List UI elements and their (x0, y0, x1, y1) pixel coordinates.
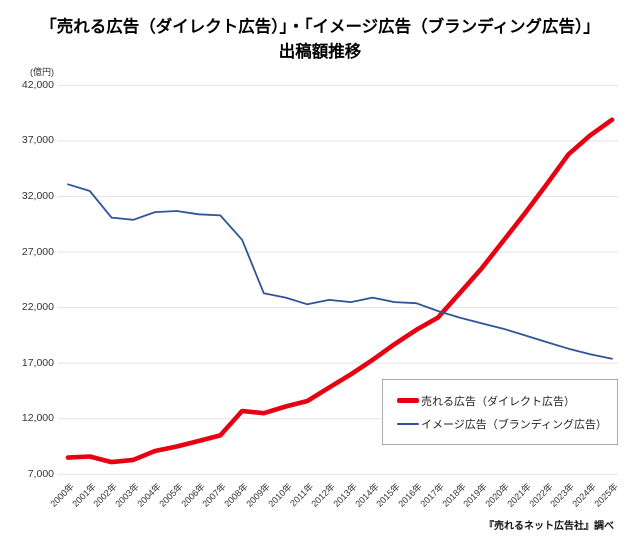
legend-label-direct-ads: 売れる広告（ダイレクト広告） (421, 395, 575, 408)
x-tick-label: 2025年 (592, 481, 620, 509)
source-note: 『売れるネット広告社』調べ (484, 521, 614, 532)
x-tick-label: 2024年 (570, 481, 599, 509)
y-tick-label: 17,000 (21, 356, 54, 369)
chart-title-line2: 出稿額推移 (278, 43, 362, 61)
legend-swatch-branding-ads (397, 422, 419, 425)
x-tick-label: 2009年 (244, 481, 272, 509)
legend-item-direct-ads: 売れる広告（ダイレクト広告） (397, 393, 617, 409)
series-line-1 (67, 183, 613, 360)
x-tick-label: 2003年 (113, 481, 142, 509)
x-tick-label: 2021年 (505, 481, 533, 509)
y-tick-label: 42,000 (21, 78, 54, 91)
x-tick-label: 2012年 (309, 481, 337, 509)
x-tick-label: 2017年 (418, 481, 446, 509)
legend-swatch-direct-ads (397, 398, 419, 403)
x-tick-label: 2010年 (265, 481, 294, 509)
legend-item-branding-ads: イメージ広告（ブランディング広告） (397, 416, 617, 432)
y-tick-label: 37,000 (21, 134, 54, 147)
x-tick-label: 2008年 (222, 481, 250, 509)
y-tick-label: 32,000 (21, 190, 54, 202)
y-tick-label: 12,000 (21, 412, 54, 425)
x-tick-label: 2005年 (157, 481, 185, 509)
x-tick-label: 2004年 (135, 481, 163, 509)
chart-title-line1: 「売れる広告（ダイレクト広告）」・「イメージ広告（ブランディング広告）」 (40, 18, 600, 36)
x-tick-label: 2013年 (331, 481, 359, 509)
y-tick-label: 7,000 (27, 467, 54, 480)
y-tick-label: 27,000 (21, 245, 54, 258)
y-tick-label: 22,000 (21, 301, 54, 314)
legend-label-branding-ads: イメージ広告（ブランディング広告） (421, 418, 608, 431)
legend: 売れる広告（ダイレクト広告） イメージ広告（ブランディング広告） (382, 379, 618, 445)
x-tick-label: 2000年 (48, 481, 76, 509)
chart-title: 「売れる広告（ダイレクト広告）」・「イメージ広告（ブランディング広告）」 出稿額… (0, 15, 640, 65)
y-axis-unit-label: (億円) (30, 67, 54, 77)
x-tick-label: 2016年 (396, 481, 425, 509)
x-tick-label: 2020年 (483, 481, 512, 509)
